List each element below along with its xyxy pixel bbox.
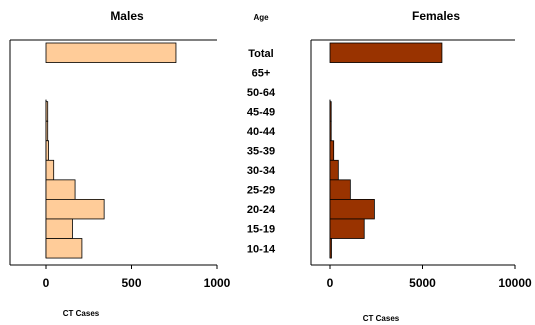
age-label: 30-34 [247, 165, 276, 177]
bar [45, 159, 55, 181]
x-axis-label: CT Cases [363, 314, 400, 323]
bar [329, 101, 332, 122]
bar [45, 218, 73, 239]
x-tick-label: 10000 [498, 276, 532, 290]
x-axis-label: CT Cases [63, 309, 100, 318]
age-label: 15-19 [247, 224, 275, 236]
age-label: Total [248, 48, 273, 60]
age-label: 50-64 [247, 87, 276, 99]
bar [45, 120, 49, 142]
age-labels: Age Total 65+ 50-64 45-49 40-44 35-39 30-34 25-… [247, 13, 276, 255]
x-tick-label: 1000 [204, 276, 231, 290]
females-panel: Females 0 5000 10000 CT Cases [310, 9, 532, 323]
bar [329, 120, 332, 142]
bar [45, 140, 49, 161]
age-label: 65+ [252, 67, 271, 79]
age-label: 40-44 [247, 126, 276, 138]
bar [329, 179, 351, 200]
panel-title: Females [412, 9, 460, 23]
x-tick-label: 5000 [409, 276, 436, 290]
bar [45, 238, 83, 259]
age-label: 20-24 [247, 204, 276, 216]
bar [45, 42, 177, 63]
bar [45, 101, 49, 122]
bar [45, 179, 76, 200]
age-label: 45-49 [247, 106, 275, 118]
bar [329, 42, 443, 63]
x-tick-label: 0 [43, 276, 50, 290]
age-label: 25-29 [247, 185, 275, 197]
x-tick-label: 0 [327, 276, 334, 290]
males-panel: Males 0 500 1000 CT Cases [9, 9, 231, 318]
age-axis-title: Age [253, 13, 269, 22]
age-label: 35-39 [247, 146, 275, 158]
bar [329, 238, 332, 259]
bar [329, 218, 365, 239]
panel-title: Males [110, 9, 144, 23]
bar [329, 159, 339, 181]
age-label: 10-14 [247, 243, 276, 255]
bar [329, 140, 335, 161]
bar [45, 198, 105, 220]
bar [329, 198, 375, 220]
x-tick-label: 500 [121, 276, 141, 290]
